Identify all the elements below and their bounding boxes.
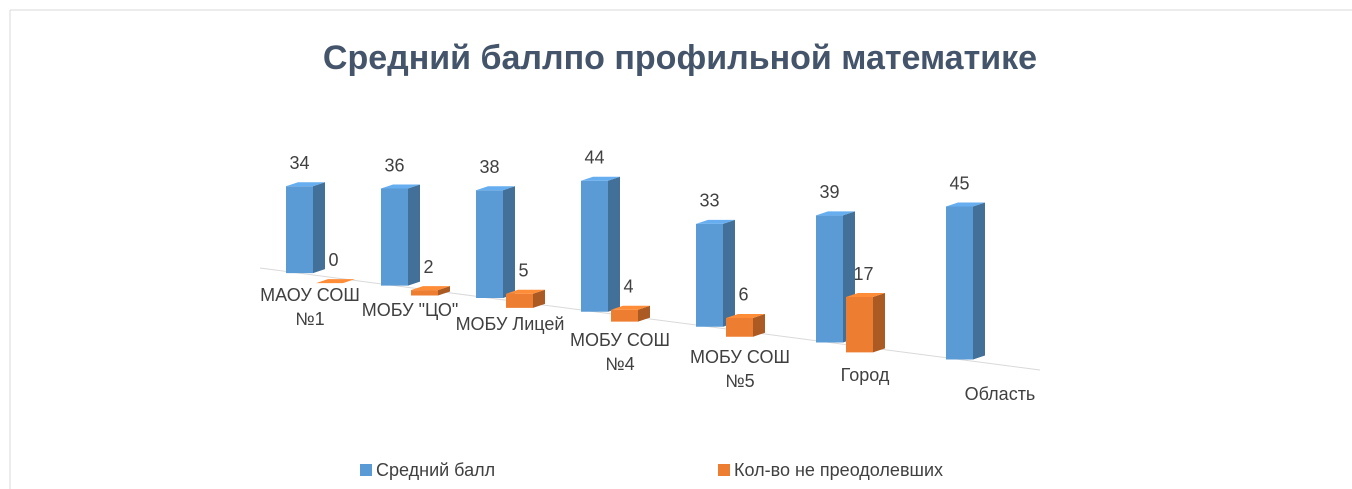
legend-label: Средний балл bbox=[376, 460, 495, 480]
bar-face bbox=[846, 293, 885, 298]
bar-face bbox=[873, 293, 885, 353]
bar bbox=[846, 293, 885, 353]
bar bbox=[696, 219, 735, 327]
x-tick-label: МАОУ СОШ №1 bbox=[260, 285, 360, 330]
data-label: 44 bbox=[584, 147, 604, 167]
bar-face bbox=[476, 186, 515, 191]
bar-face bbox=[723, 219, 735, 327]
data-label: 0 bbox=[328, 250, 338, 270]
bar-face bbox=[503, 186, 515, 299]
bar bbox=[726, 313, 765, 337]
bar bbox=[946, 202, 985, 360]
bar bbox=[506, 289, 545, 308]
bar-face bbox=[696, 219, 735, 224]
data-label: 33 bbox=[699, 191, 719, 211]
bar-face bbox=[381, 184, 420, 189]
bar-face bbox=[611, 305, 650, 310]
data-label: 45 bbox=[949, 173, 969, 193]
bar bbox=[611, 305, 650, 322]
data-label: 39 bbox=[819, 182, 839, 202]
legend-swatch bbox=[360, 464, 372, 476]
bar-face bbox=[581, 180, 608, 312]
data-label: 36 bbox=[384, 155, 404, 175]
bar bbox=[286, 182, 325, 274]
bar bbox=[316, 279, 355, 284]
data-label: 2 bbox=[423, 257, 433, 277]
bar-face bbox=[411, 290, 438, 296]
data-label: 34 bbox=[289, 153, 309, 173]
bar-face bbox=[696, 223, 723, 327]
chart-title: Средний баллпо профильной математике bbox=[323, 39, 1037, 77]
bar-face bbox=[316, 279, 355, 284]
legend-label: Кол-во не преодолевших bbox=[734, 460, 943, 480]
x-tick-label: МОБУ Лицей bbox=[455, 314, 565, 335]
bar-face bbox=[506, 293, 533, 308]
bar bbox=[476, 186, 515, 299]
bar-face bbox=[313, 182, 325, 274]
bar-face bbox=[726, 317, 753, 337]
bar-face bbox=[286, 186, 313, 274]
bar-face bbox=[506, 289, 545, 294]
x-tick-label: Область bbox=[964, 383, 1036, 404]
x-tick-label: МОБУ СОШ №5 bbox=[690, 346, 790, 391]
bar-face bbox=[611, 309, 638, 322]
data-label: 17 bbox=[853, 264, 873, 284]
bar-face bbox=[638, 305, 650, 322]
bar-face bbox=[476, 190, 503, 299]
bar-face bbox=[816, 215, 843, 343]
x-tick-label: МОБУ "ЦО" bbox=[361, 299, 459, 320]
bar-face bbox=[411, 286, 450, 291]
data-label: 5 bbox=[518, 261, 528, 281]
bar-face bbox=[581, 176, 620, 181]
bar-face bbox=[381, 188, 408, 286]
bar-face bbox=[753, 313, 765, 337]
data-label: 38 bbox=[479, 157, 499, 177]
x-tick-label: МОБУ СОШ №4 bbox=[570, 329, 670, 374]
bar-face bbox=[533, 289, 545, 308]
bar-face bbox=[946, 202, 985, 207]
x-tick-label: Город bbox=[840, 364, 890, 385]
bar-face bbox=[946, 206, 973, 360]
bar bbox=[381, 184, 420, 286]
bar-face bbox=[726, 313, 765, 318]
bar-face bbox=[438, 286, 450, 296]
legend-swatch bbox=[718, 464, 730, 476]
data-label: 6 bbox=[738, 285, 748, 305]
bar-face bbox=[816, 211, 855, 216]
data-label: 4 bbox=[623, 277, 633, 297]
bar bbox=[411, 286, 450, 296]
bar-face bbox=[286, 182, 325, 187]
bar-face bbox=[846, 297, 873, 353]
bar-face bbox=[408, 184, 420, 286]
bar-face bbox=[973, 202, 985, 360]
bar bbox=[581, 176, 620, 312]
bar-face bbox=[608, 176, 620, 312]
